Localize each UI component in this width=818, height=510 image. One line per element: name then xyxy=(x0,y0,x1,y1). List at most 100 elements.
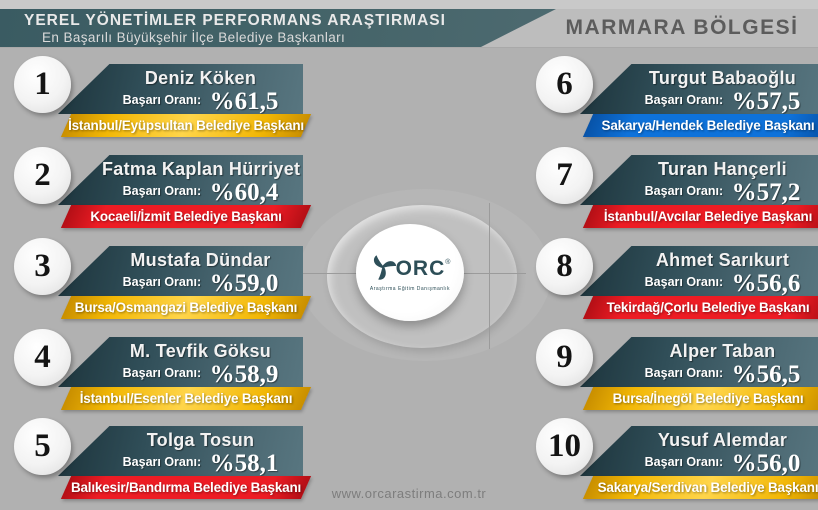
mayor-name: Turgut Babaoğlu xyxy=(648,68,797,88)
success-rate: Başarı Oranı: %61,5 xyxy=(102,88,299,115)
ranking-entry: Alper Taban Başarı Oranı: %56,5 Bursa/İn… xyxy=(530,327,818,417)
rank-number: 8 xyxy=(556,248,573,284)
name-banner: Turgut Babaoğlu Başarı Oranı: %57,5 xyxy=(580,64,818,114)
name-banner: Mustafa Dündar Başarı Oranı: %59,0 xyxy=(58,246,303,296)
success-rate-value: %56,5 xyxy=(731,361,801,388)
success-rate: Başarı Oranı: %58,9 xyxy=(102,361,299,388)
success-rate: Başarı Oranı: %58,1 xyxy=(102,450,299,477)
success-rate-value: %58,9 xyxy=(209,361,279,388)
success-rate-label: Başarı Oranı: xyxy=(122,184,202,198)
rank-number: 2 xyxy=(34,157,51,193)
success-rate: Başarı Oranı: %56,0 xyxy=(624,450,818,477)
municipality-banner: İstanbul/Eyüpsultan Belediye Başkanı xyxy=(60,114,312,137)
success-rate-value: %56,6 xyxy=(731,270,801,297)
municipality-banner: İstanbul/Avcılar Belediye Başkanı xyxy=(582,205,818,228)
municipality-banner: Bursa/Osmangazi Belediye Başkanı xyxy=(60,296,312,319)
mayor-name: Deniz Köken xyxy=(144,68,257,88)
municipality-label: Sakarya/Hendek Belediye Başkanı xyxy=(601,118,815,133)
success-rate-label: Başarı Oranı: xyxy=(122,275,202,289)
rank-number: 7 xyxy=(556,157,573,193)
municipality-banner: Sakarya/Hendek Belediye Başkanı xyxy=(582,114,818,137)
municipality-label: Tekirdağ/Çorlu Belediye Başkanı xyxy=(606,300,810,315)
municipality-banner: Tekirdağ/Çorlu Belediye Başkanı xyxy=(582,296,818,319)
rank-badge: 5 xyxy=(14,418,71,475)
orc-logo-tagline: Araştırma Eğitim Danışmanlık xyxy=(369,285,451,292)
success-rate-label: Başarı Oranı: xyxy=(644,93,724,107)
success-rate-value: %60,4 xyxy=(209,179,279,206)
decorative-vertical-line xyxy=(489,203,490,349)
municipality-label: İstanbul/Avcılar Belediye Başkanı xyxy=(603,209,813,224)
rank-badge: 1 xyxy=(14,56,71,113)
ranking-entry: Turan Hançerli Başarı Oranı: %57,2 İstan… xyxy=(530,145,818,235)
mayor-name: Turan Hançerli xyxy=(658,159,787,179)
ranking-entry: Yusuf Alemdar Başarı Oranı: %56,0 Sakary… xyxy=(530,416,818,506)
success-rate-label: Başarı Oranı: xyxy=(644,184,724,198)
success-rate: Başarı Oranı: %57,2 xyxy=(624,179,818,206)
municipality-label: Bursa/İnegöl Belediye Başkanı xyxy=(612,391,804,406)
website-url: www.orcarastirma.com.tr xyxy=(331,486,487,501)
success-rate-label: Başarı Oranı: xyxy=(644,275,724,289)
success-rate: Başarı Oranı: %60,4 xyxy=(102,179,299,206)
rank-badge: 8 xyxy=(536,238,593,295)
mayor-name: Tolga Tosun xyxy=(146,430,255,450)
rank-badge: 10 xyxy=(536,418,593,475)
success-rate-value: %56,0 xyxy=(731,450,801,477)
rank-number: 1 xyxy=(34,66,51,102)
mayor-name: Fatma Kaplan Hürriyet xyxy=(102,159,301,179)
rank-badge: 4 xyxy=(14,329,71,386)
name-banner: Tolga Tosun Başarı Oranı: %58,1 xyxy=(58,426,303,476)
mayor-name: Ahmet Sarıkurt xyxy=(655,250,790,270)
rank-badge: 3 xyxy=(14,238,71,295)
name-banner: Ahmet Sarıkurt Başarı Oranı: %56,6 xyxy=(580,246,818,296)
ranking-entry: Tolga Tosun Başarı Oranı: %58,1 Balıkesi… xyxy=(8,416,312,506)
ranking-entry: M. Tevfik Göksu Başarı Oranı: %58,9 İsta… xyxy=(8,327,312,417)
success-rate: Başarı Oranı: %56,5 xyxy=(624,361,818,388)
mayor-name: M. Tevfik Göksu xyxy=(129,341,272,361)
mayor-name: Mustafa Dündar xyxy=(130,250,271,270)
success-rate-value: %61,5 xyxy=(209,88,279,115)
success-rate-value: %57,2 xyxy=(731,179,801,206)
success-rate-value: %57,5 xyxy=(731,88,801,115)
rank-number: 6 xyxy=(556,66,573,102)
name-banner: Deniz Köken Başarı Oranı: %61,5 xyxy=(58,64,303,114)
municipality-label: Bursa/Osmangazi Belediye Başkanı xyxy=(74,300,298,315)
rank-badge: 7 xyxy=(536,147,593,204)
rank-number: 3 xyxy=(34,248,51,284)
success-rate-value: %58,1 xyxy=(209,450,279,477)
name-banner: Yusuf Alemdar Başarı Oranı: %56,0 xyxy=(580,426,818,476)
orc-logo-row: ORC ® xyxy=(370,254,451,285)
rank-number: 5 xyxy=(34,428,51,464)
success-rate-label: Başarı Oranı: xyxy=(122,455,202,469)
municipality-label: İstanbul/Eyüpsultan Belediye Başkanı xyxy=(68,118,304,133)
name-banner: Fatma Kaplan Hürriyet Başarı Oranı: %60,… xyxy=(58,155,303,205)
registered-mark: ® xyxy=(445,258,451,266)
success-rate: Başarı Oranı: %56,6 xyxy=(624,270,818,297)
name-banner: Turan Hançerli Başarı Oranı: %57,2 xyxy=(580,155,818,205)
ranking-entry: Mustafa Dündar Başarı Oranı: %59,0 Bursa… xyxy=(8,236,312,326)
success-rate-label: Başarı Oranı: xyxy=(122,93,202,107)
rank-badge: 6 xyxy=(536,56,593,113)
rank-badge: 2 xyxy=(14,147,71,204)
municipality-banner: Kocaeli/İzmit Belediye Başkanı xyxy=(60,205,312,228)
success-rate-label: Başarı Oranı: xyxy=(122,366,202,380)
mayor-name: Alper Taban xyxy=(669,341,776,361)
ranking-entry: Fatma Kaplan Hürriyet Başarı Oranı: %60,… xyxy=(8,145,312,235)
name-banner: Alper Taban Başarı Oranı: %56,5 xyxy=(580,337,818,387)
municipality-label: Kocaeli/İzmit Belediye Başkanı xyxy=(90,209,282,224)
region-title: MARMARA BÖLGESİ xyxy=(565,16,799,39)
orc-logo-text: ORC xyxy=(395,257,446,280)
survey-title: YEREL YÖNETİMLER PERFORMANS ARAŞTIRMASI xyxy=(24,12,446,29)
success-rate-label: Başarı Oranı: xyxy=(644,366,724,380)
success-rate-value: %59,0 xyxy=(209,270,279,297)
success-rate-label: Başarı Oranı: xyxy=(644,455,724,469)
ranking-entry: Ahmet Sarıkurt Başarı Oranı: %56,6 Tekir… xyxy=(530,236,818,326)
success-rate: Başarı Oranı: %57,5 xyxy=(624,88,818,115)
rank-badge: 9 xyxy=(536,329,593,386)
rank-number: 9 xyxy=(556,339,573,375)
municipality-banner: İstanbul/Esenler Belediye Başkanı xyxy=(60,387,312,410)
ranking-entry: Deniz Köken Başarı Oranı: %61,5 İstanbul… xyxy=(8,54,312,144)
mayor-name: Yusuf Alemdar xyxy=(657,430,788,450)
top-strip xyxy=(0,0,818,9)
municipality-label: İstanbul/Esenler Belediye Başkanı xyxy=(79,391,293,406)
